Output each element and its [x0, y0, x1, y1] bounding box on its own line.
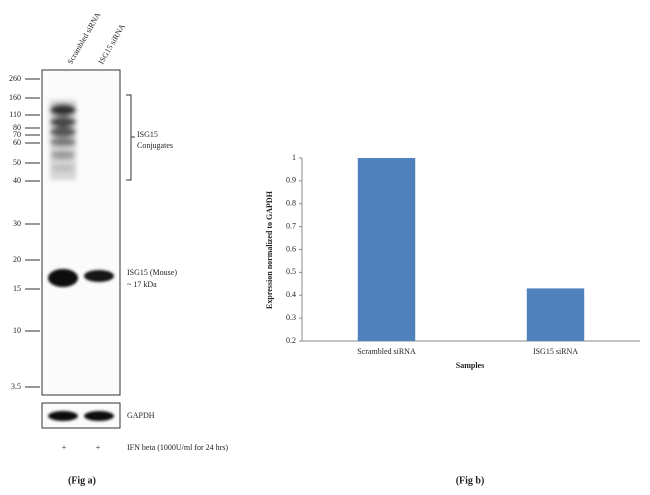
marker-label: 70: [13, 130, 21, 139]
annotation: IFN beta (1000U/ml for 24 hrs): [127, 443, 228, 452]
y-tick-label: 0.7: [286, 221, 296, 230]
marker-label: 15: [13, 284, 21, 293]
y-tick-label: 0.9: [286, 176, 296, 185]
marker-label: 80: [13, 123, 21, 132]
smear: [50, 100, 76, 180]
annotation: Conjugates: [137, 141, 173, 150]
marker-label: 260: [9, 74, 21, 83]
marker-label: 20: [13, 255, 21, 264]
treatment: +: [62, 443, 67, 452]
marker-label: 3.5: [11, 382, 21, 391]
marker-label: 160: [9, 93, 21, 102]
caption: (Fig a): [68, 475, 96, 486]
annotation: GAPDH: [127, 411, 155, 420]
treatment: +: [96, 443, 101, 452]
bar: [357, 158, 416, 341]
bar: [526, 288, 585, 341]
y-tick-label: 1: [292, 153, 296, 162]
x-axis-label: Samples: [456, 361, 484, 370]
y-tick-label: 0.3: [286, 313, 296, 322]
x-tick-label: Scrambled siRNA: [357, 347, 416, 356]
lane-label: Scrambled siRNA: [66, 11, 103, 66]
marker-label: 40: [13, 176, 21, 185]
y-tick-label: 0.8: [286, 199, 296, 208]
y-tick-label: 0.5: [286, 267, 296, 276]
x-tick-label: ISG15 siRNA: [533, 347, 578, 356]
marker-label: 30: [13, 219, 21, 228]
gapdh-band: [48, 411, 114, 421]
annotation: ISG15 (Mouse): [127, 268, 177, 277]
isg15-band: [48, 269, 114, 287]
marker-label: 10: [13, 326, 21, 335]
marker-label: 110: [9, 110, 21, 119]
lane-label: ISG15 siRNA: [97, 22, 127, 66]
y-axis-label: Expression normalized to GAPDH: [265, 190, 274, 309]
y-tick-label: 0.2: [286, 336, 296, 345]
caption: (Fig b): [456, 475, 485, 486]
bracket: [126, 94, 135, 181]
annotation: ISG15: [137, 130, 158, 139]
annotation: ~ 17 kDa: [127, 280, 157, 289]
marker-label: 60: [13, 138, 21, 147]
y-tick-label: 0.6: [286, 244, 296, 253]
marker-label: 50: [13, 158, 21, 167]
y-tick-label: 0.4: [286, 290, 296, 299]
